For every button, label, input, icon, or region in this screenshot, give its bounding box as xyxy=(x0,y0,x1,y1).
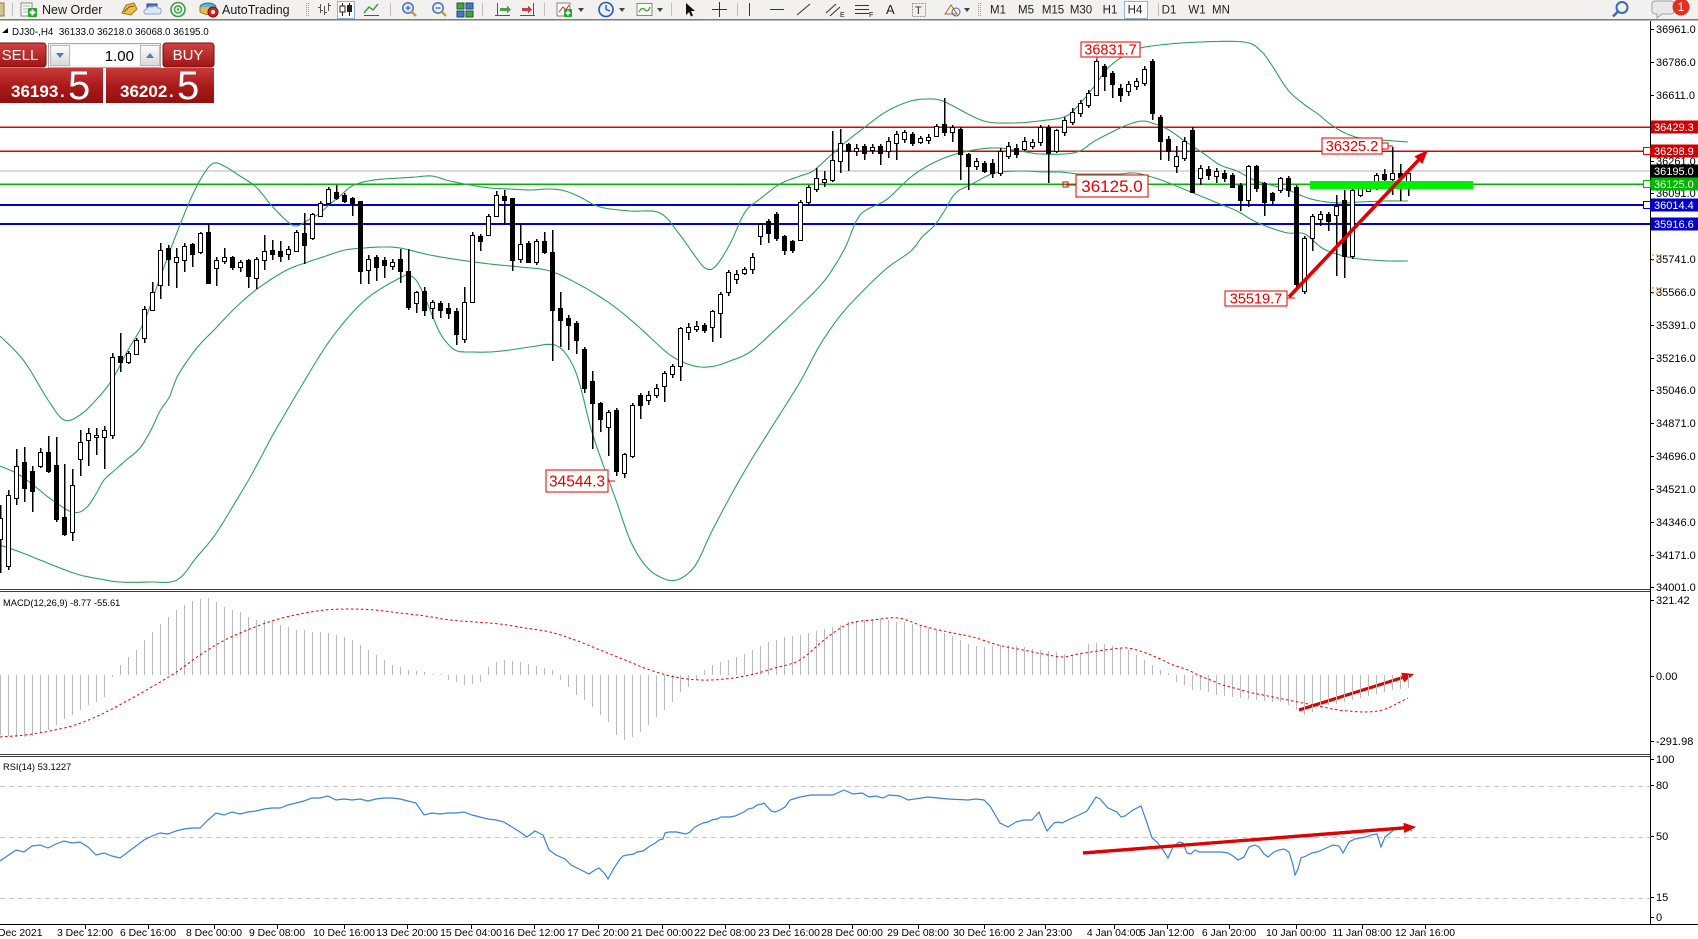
svg-text:36195.0: 36195.0 xyxy=(1654,166,1694,178)
svg-text:29 Dec 08:00: 29 Dec 08:00 xyxy=(887,928,949,939)
svg-text:A: A xyxy=(886,2,895,17)
svg-text:M1: M1 xyxy=(990,5,1006,17)
svg-text:34696.0: 34696.0 xyxy=(1656,451,1696,463)
svg-text:H4: H4 xyxy=(1128,5,1143,17)
svg-text:36125.0: 36125.0 xyxy=(1081,177,1142,196)
svg-text:10 Jan 00:00: 10 Jan 00:00 xyxy=(1266,928,1326,939)
svg-text:BUY: BUY xyxy=(173,47,204,64)
svg-text:13 Dec 20:00: 13 Dec 20:00 xyxy=(376,928,438,939)
svg-text:0: 0 xyxy=(1656,912,1662,924)
svg-text:34871.0: 34871.0 xyxy=(1656,418,1696,430)
svg-text:1: 1 xyxy=(1678,0,1685,14)
svg-text:9 Dec 08:00: 9 Dec 08:00 xyxy=(249,928,305,939)
svg-text:MN: MN xyxy=(1212,5,1230,17)
svg-text:28 Dec 00:00: 28 Dec 00:00 xyxy=(821,928,883,939)
svg-text:W1: W1 xyxy=(1188,5,1205,17)
svg-text:34171.0: 34171.0 xyxy=(1656,550,1696,562)
svg-text:DJ30-,H4 36133.0 36218.0 3606: DJ30-,H4 36133.0 36218.0 36068.0 36195.0 xyxy=(12,27,209,38)
svg-text:35519.7: 35519.7 xyxy=(1230,292,1282,308)
svg-text:10 Dec 16:00: 10 Dec 16:00 xyxy=(313,928,375,939)
svg-text:35216.0: 35216.0 xyxy=(1656,353,1696,365)
svg-text:5: 5 xyxy=(177,64,199,108)
svg-text:New Order: New Order xyxy=(42,3,102,17)
svg-text:34544.3: 34544.3 xyxy=(549,474,605,491)
svg-text:15 Dec 04:00: 15 Dec 04:00 xyxy=(440,928,502,939)
svg-text:11 Jan 08:00: 11 Jan 08:00 xyxy=(1332,928,1392,939)
svg-text:35741.0: 35741.0 xyxy=(1656,254,1696,266)
svg-text:23 Dec 16:00: 23 Dec 16:00 xyxy=(758,928,820,939)
svg-text:36611.0: 36611.0 xyxy=(1656,90,1695,102)
svg-text:5 Jan 12:00: 5 Jan 12:00 xyxy=(1140,928,1195,939)
svg-text:22 Dec 08:00: 22 Dec 08:00 xyxy=(694,928,756,939)
svg-text:36831.7: 36831.7 xyxy=(1084,43,1136,59)
svg-text:36014.4: 36014.4 xyxy=(1654,200,1694,212)
svg-text:-291.98: -291.98 xyxy=(1656,736,1693,748)
svg-text:36091.0: 36091.0 xyxy=(1656,188,1696,200)
svg-text:30 Dec 16:00: 30 Dec 16:00 xyxy=(953,928,1015,939)
svg-text:RSI(14) 53.1227: RSI(14) 53.1227 xyxy=(3,762,71,772)
svg-text:12 Jan 16:00: 12 Jan 16:00 xyxy=(1395,928,1455,939)
svg-text:0.00: 0.00 xyxy=(1656,671,1677,683)
svg-text:SELL: SELL xyxy=(2,47,39,64)
svg-text:T: T xyxy=(915,5,922,17)
svg-text:E: E xyxy=(840,12,845,19)
svg-text:36298.9: 36298.9 xyxy=(1654,146,1694,158)
svg-text:321.42: 321.42 xyxy=(1656,595,1690,607)
svg-text:36429.3: 36429.3 xyxy=(1654,122,1694,134)
svg-text:100: 100 xyxy=(1656,754,1674,766)
svg-text:3 Dec 12:00: 3 Dec 12:00 xyxy=(57,928,113,939)
svg-text:21 Dec 00:00: 21 Dec 00:00 xyxy=(631,928,693,939)
svg-text:35566.0: 35566.0 xyxy=(1656,287,1696,299)
svg-text:D1: D1 xyxy=(1162,5,1177,17)
svg-text:Dec 2021: Dec 2021 xyxy=(0,928,43,939)
svg-text:80: 80 xyxy=(1656,780,1668,792)
svg-text:F: F xyxy=(869,12,873,19)
svg-text:M30: M30 xyxy=(1070,5,1092,17)
svg-text:36961.0: 36961.0 xyxy=(1656,24,1696,36)
svg-text:34346.0: 34346.0 xyxy=(1656,517,1696,529)
svg-text:6 Dec 16:00: 6 Dec 16:00 xyxy=(120,928,176,939)
svg-text:36125.0: 36125.0 xyxy=(1654,179,1694,191)
svg-text:15: 15 xyxy=(1656,892,1668,904)
svg-text:.: . xyxy=(60,82,65,101)
svg-text:MACD(12,26,9) -8.77 -55.61: MACD(12,26,9) -8.77 -55.61 xyxy=(3,598,120,608)
svg-text:.: . xyxy=(169,82,174,101)
svg-text:17 Dec 20:00: 17 Dec 20:00 xyxy=(567,928,629,939)
svg-text:H1: H1 xyxy=(1103,5,1118,17)
svg-text:34521.0: 34521.0 xyxy=(1656,484,1696,496)
svg-text:M15: M15 xyxy=(1042,5,1064,17)
svg-text:35046.0: 35046.0 xyxy=(1656,385,1696,397)
svg-text:36786.0: 36786.0 xyxy=(1656,57,1696,69)
svg-text:34001.0: 34001.0 xyxy=(1656,582,1696,594)
svg-text:8 Dec 00:00: 8 Dec 00:00 xyxy=(186,928,242,939)
svg-text:1.00: 1.00 xyxy=(105,48,134,65)
svg-text:16 Dec 12:00: 16 Dec 12:00 xyxy=(503,928,565,939)
svg-text:36202: 36202 xyxy=(120,82,167,101)
svg-text:4 Jan 04:00: 4 Jan 04:00 xyxy=(1087,928,1142,939)
svg-text:36193: 36193 xyxy=(11,82,58,101)
svg-text:50: 50 xyxy=(1656,831,1668,843)
svg-text:35391.0: 35391.0 xyxy=(1656,320,1696,332)
svg-text:2 Jan 23:00: 2 Jan 23:00 xyxy=(1018,928,1073,939)
svg-text:36325.2: 36325.2 xyxy=(1326,139,1378,155)
svg-text:AutoTrading: AutoTrading xyxy=(222,3,290,17)
svg-text:M5: M5 xyxy=(1018,5,1034,17)
svg-text:5: 5 xyxy=(68,64,90,108)
svg-text:35916.6: 35916.6 xyxy=(1654,219,1694,231)
svg-text:6 Jan 20:00: 6 Jan 20:00 xyxy=(1202,928,1257,939)
